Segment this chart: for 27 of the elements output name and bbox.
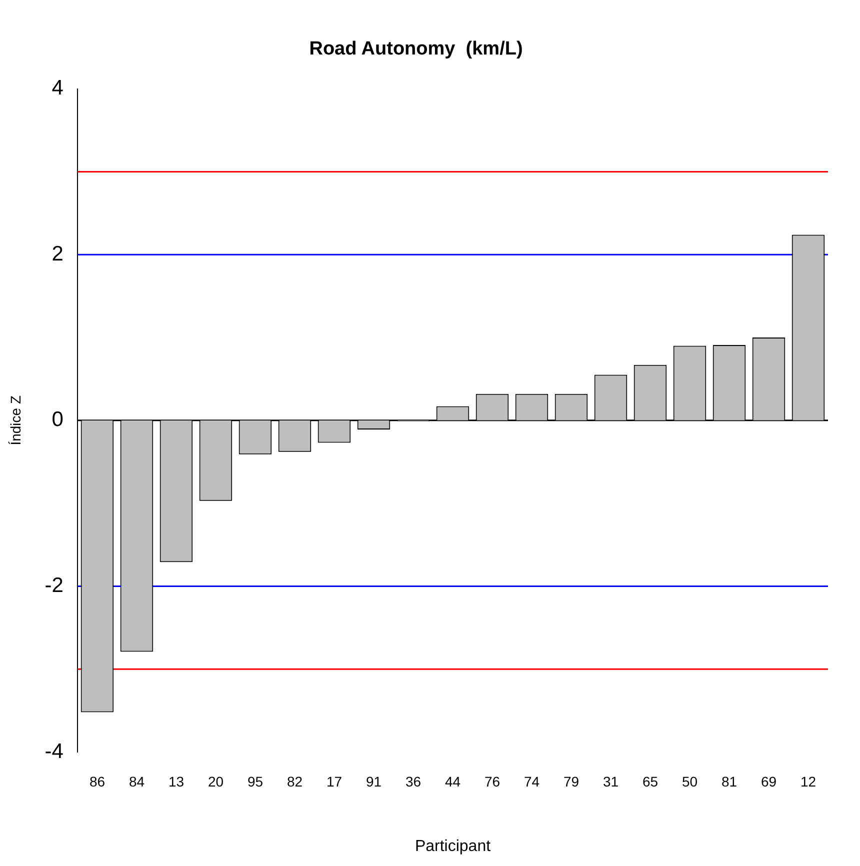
y-tick-label: 0 (52, 408, 64, 432)
x-tick-label: 20 (208, 773, 224, 790)
x-tick-label: 69 (760, 773, 777, 790)
x-tick-label: 13 (168, 773, 184, 790)
y-tick-label: -4 (44, 740, 64, 763)
y-tick-label: 2 (52, 242, 64, 266)
x-tick-label: 65 (642, 773, 658, 790)
chart-title: Road Autonomy (km/L) (309, 38, 523, 60)
x-tick-label: 81 (721, 773, 738, 790)
y-axis-title: Índice Z (7, 395, 24, 446)
x-axis-title: Participant (414, 838, 492, 855)
x-tick-label: 31 (602, 773, 619, 790)
x-tick-label: 12 (800, 773, 816, 790)
x-tick-label: 84 (128, 773, 145, 790)
x-tick-label: 95 (247, 773, 264, 790)
x-tick-label: 91 (366, 773, 382, 790)
x-tick-label: 50 (682, 773, 698, 790)
y-tick-label: -2 (44, 574, 64, 597)
x-tick-label: 17 (326, 773, 342, 790)
y-tick-label: 4 (52, 76, 64, 100)
x-tick-label: 36 (405, 773, 422, 790)
x-tick-label: 82 (286, 773, 303, 790)
x-tick-label: 44 (444, 773, 461, 790)
x-tick-label: 86 (89, 773, 106, 790)
x-tick-label: 74 (524, 773, 540, 790)
x-tick-label: 79 (563, 773, 580, 790)
x-tick-label: 76 (484, 773, 500, 790)
